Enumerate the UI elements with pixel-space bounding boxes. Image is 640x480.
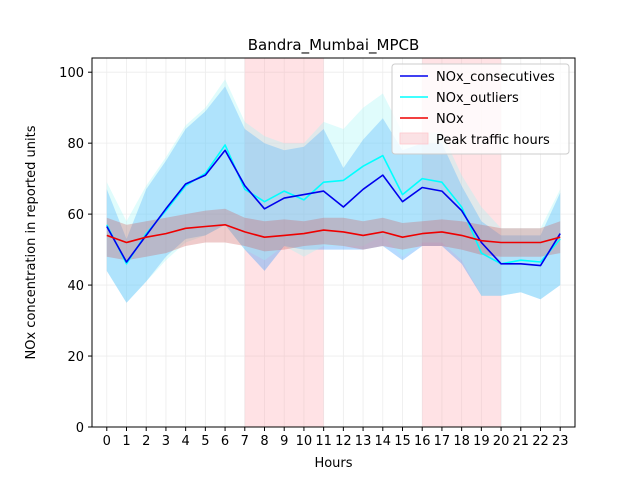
line-nox-consecutives: [106, 149, 561, 267]
y-tick-label: 60: [67, 208, 84, 223]
x-tick-label: 8: [260, 434, 268, 449]
chart-title: Bandra_Mumbai_MPCB: [248, 36, 420, 55]
x-tick-label: 22: [532, 434, 549, 449]
x-tick-label: 4: [182, 434, 190, 449]
line-nox: [106, 224, 561, 244]
x-tick-label: 20: [493, 434, 510, 449]
band-nox-outliers: [106, 79, 561, 303]
confidence-bands: [106, 79, 561, 303]
legend-box: [391, 63, 570, 155]
x-tick-label: 2: [142, 434, 150, 449]
series-lines: [106, 144, 561, 267]
band-nox-consecutives: [106, 86, 561, 303]
legend-entry-label: NOx_outliers: [436, 91, 519, 106]
x-tick-label: 9: [280, 434, 288, 449]
legend-swatch-patch: [399, 132, 429, 145]
peak-traffic-span: [244, 58, 324, 427]
y-tick-label: 100: [59, 66, 84, 81]
x-tick-label: 11: [315, 434, 332, 449]
x-tick-label: 14: [375, 434, 392, 449]
x-tick-label: 21: [513, 434, 530, 449]
x-tick-label: 18: [453, 434, 470, 449]
legend-entry-label: NOx_consecutives: [436, 70, 555, 85]
x-tick-label: 15: [394, 434, 411, 449]
x-tick-label: 0: [103, 434, 111, 449]
y-axis-label: NOx concentration in reported units: [24, 125, 39, 359]
y-tick-label: 40: [67, 279, 84, 294]
x-tick-label: 5: [201, 434, 209, 449]
x-tick-label: 17: [434, 434, 451, 449]
x-tick-label: 13: [355, 434, 372, 449]
y-tick-label: 20: [67, 350, 84, 365]
x-tick-label: 7: [241, 434, 249, 449]
plot-frame: [91, 57, 576, 428]
legend: NOx_consecutives NOx_outliers NOx Peak traf…: [391, 63, 570, 155]
x-tick-label: 16: [414, 434, 431, 449]
x-tick-label: 1: [122, 434, 130, 449]
x-axis-ticks: 0 1 2 3 4 5 6 7 8 9 10 11 12 13 14 15 16 17 18 19 20 21 22 23: [103, 427, 569, 449]
band-nox: [106, 208, 561, 261]
line-nox-outliers: [106, 144, 561, 265]
legend-entry-label: NOx: [436, 112, 464, 127]
x-tick-label: 12: [335, 434, 352, 449]
x-axis-label: Hours: [314, 456, 352, 471]
x-tick-label: 6: [221, 434, 229, 449]
x-tick-label: 3: [162, 434, 170, 449]
x-tick-label: 19: [473, 434, 490, 449]
y-tick-label: 80: [67, 137, 84, 152]
x-tick-label: 10: [296, 434, 313, 449]
x-tick-label: 23: [552, 434, 569, 449]
y-axis-ticks: 0 20 40 60 80 100: [59, 66, 92, 436]
legend-entry-label: Peak traffic hours: [436, 133, 550, 148]
y-tick-label: 0: [76, 421, 84, 436]
